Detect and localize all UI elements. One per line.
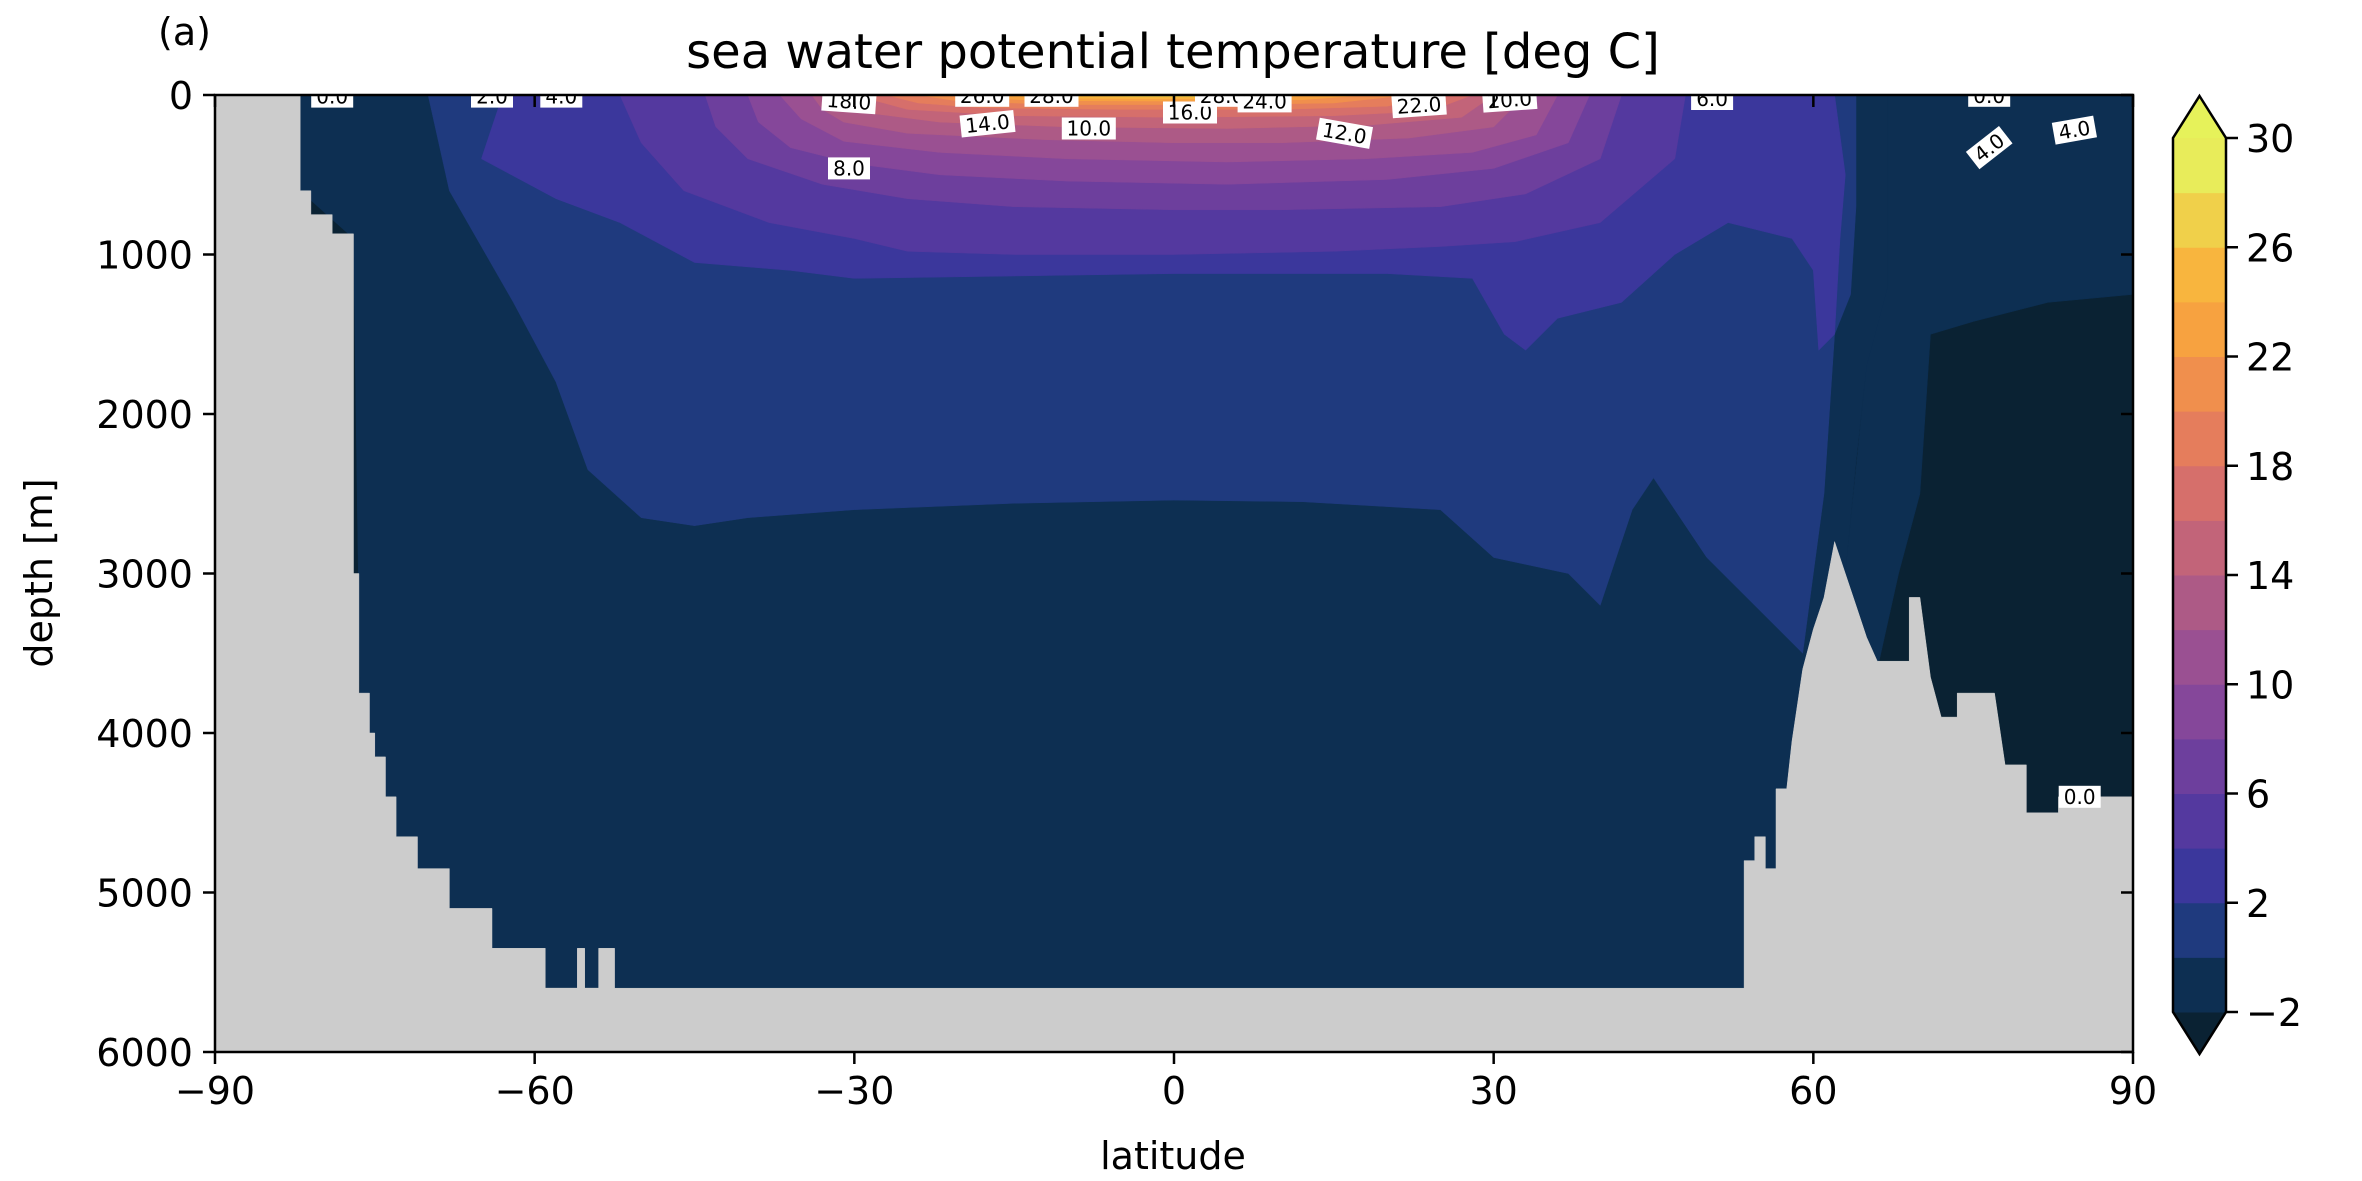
colorbar-swatch	[2173, 738, 2226, 794]
contour-label-12: 22.0	[1391, 92, 1447, 119]
y-tick-label: 2000	[96, 393, 193, 437]
panel-label: (a)	[158, 10, 211, 54]
x-tick-label: 90	[2109, 1069, 2157, 1113]
colorbar-swatch	[2173, 356, 2226, 412]
contour-label-text: 24.0	[1242, 89, 1287, 113]
contour-label-7: 10.0	[1061, 117, 1116, 141]
colorbar-tick-label: 6	[2246, 773, 2270, 817]
contour-label-text: 18.0	[826, 88, 872, 115]
y-tick-label: 1000	[96, 234, 193, 278]
x-axis-label: latitude	[1100, 1134, 1246, 1178]
colorbar-swatch	[2173, 301, 2226, 357]
contour-label-text: 4.0	[545, 85, 577, 109]
contour-label-4: 26.0	[955, 84, 1010, 108]
contour-label-text: 8.0	[833, 156, 865, 180]
contour-label-15: 8.0	[828, 156, 870, 180]
contour-label-text: 4.0	[2057, 116, 2092, 145]
colorbar-swatch	[2173, 957, 2226, 1013]
contour-label-2: 4.0	[540, 85, 583, 109]
colorbar-swatch	[2173, 684, 2226, 740]
contour-label-text: 6.0	[1696, 87, 1728, 111]
contour-label-text: 28.0	[1200, 84, 1245, 108]
colorbar-swatch	[2173, 465, 2226, 521]
x-axis: −90 −60 −30 0 30 60 90	[175, 95, 2157, 1113]
colorbar-tick-label: 14	[2246, 554, 2294, 598]
contour-label-text: 28.0	[1029, 84, 1074, 108]
y-tick-label: 0	[169, 74, 193, 118]
land-region-2	[1743, 540, 2133, 989]
contour-label-text: 10.0	[1067, 117, 1112, 141]
colorbar-tick-label: 2	[2246, 882, 2270, 926]
contour-label-text: 20.0	[1487, 86, 1533, 113]
y-tick-label: 3000	[96, 553, 193, 597]
contour-label-6: 14.0	[959, 109, 1016, 138]
colorbar-tick-label: −2	[2246, 991, 2302, 1035]
colorbar-swatch	[2173, 247, 2226, 303]
colorbar-swatch	[2173, 192, 2226, 248]
contour-label-text: 0.0	[2064, 785, 2096, 809]
chart-title: sea water potential temperature [deg C]	[686, 24, 1660, 80]
contour-label-text: 0.0	[1973, 84, 2005, 108]
contour-label-1: 2.0	[471, 85, 513, 109]
contour-label-5: 28.0	[1024, 84, 1079, 108]
contour-label-9: 28.0	[1195, 84, 1249, 108]
colorbar-extend-min	[2173, 1012, 2226, 1054]
colorbar-swatch	[2173, 629, 2226, 685]
x-tick-label: −90	[175, 1069, 255, 1113]
contour-label-19: 0.0	[2058, 785, 2101, 809]
y-tick-label: 6000	[96, 1031, 193, 1075]
contour-label-text: 26.0	[960, 84, 1005, 108]
contour-label-10: 24.0	[1237, 89, 1292, 113]
colorbar-swatch	[2173, 138, 2226, 194]
contour-label-17: 4.0	[1965, 126, 2013, 170]
temperature-band-2	[1845, 95, 2133, 734]
contour-label-text: 22.0	[1396, 92, 1442, 119]
colorbar-swatch	[2173, 520, 2226, 576]
contour-label-0: 0.0	[311, 85, 354, 109]
contour-label-13: 20.0	[1481, 86, 1538, 113]
x-tick-label: 0	[1162, 1069, 1186, 1113]
y-tick-label: 4000	[96, 712, 193, 756]
colorbar-swatch	[2173, 793, 2226, 849]
contour-label-text: 14.0	[964, 109, 1011, 138]
colorbar-tick-label: 26	[2246, 226, 2294, 270]
contour-label-16: 0.0	[1968, 84, 2011, 108]
x-tick-label: 30	[1469, 1069, 1517, 1113]
colorbar-tick-label: 10	[2246, 663, 2294, 707]
colorbar-tick-label: 22	[2246, 336, 2294, 380]
contour-label-18: 4.0	[2051, 116, 2097, 145]
y-axis: 0 1000 2000 3000 4000 5000 6000	[96, 74, 2133, 1075]
contour-label-text: 2.0	[476, 85, 508, 109]
x-tick-label: −30	[814, 1069, 894, 1113]
contour-labels: 0.0 2.0 4.0 18.0 26.0 28.014.0 10.016.028.024.…	[311, 84, 2101, 809]
contour-label-3: 18.0	[821, 88, 877, 115]
colorbar-extend-max	[2173, 96, 2226, 138]
y-tick-label: 5000	[96, 872, 193, 916]
x-tick-label: 60	[1789, 1069, 1837, 1113]
colorbar-tick-label: 30	[2246, 117, 2294, 161]
plot-area: 0.0 2.0 4.0 18.0 26.0 28.014.0 10.016.028.024.…	[215, 84, 2133, 1052]
land-region-1	[215, 987, 2133, 1052]
contour-label-text: 0.0	[316, 85, 348, 109]
colorbar-swatch	[2173, 902, 2226, 958]
land-mask	[215, 95, 2133, 1052]
colorbar-swatch	[2173, 575, 2226, 631]
y-axis-label: depth [m]	[17, 478, 61, 667]
colorbar-tick-label: 18	[2246, 445, 2294, 489]
colorbar-swatch	[2173, 848, 2226, 904]
colorbar-swatch	[2173, 411, 2226, 467]
x-tick-label: −60	[495, 1069, 575, 1113]
contour-label-14: 6.0	[1691, 87, 1734, 111]
